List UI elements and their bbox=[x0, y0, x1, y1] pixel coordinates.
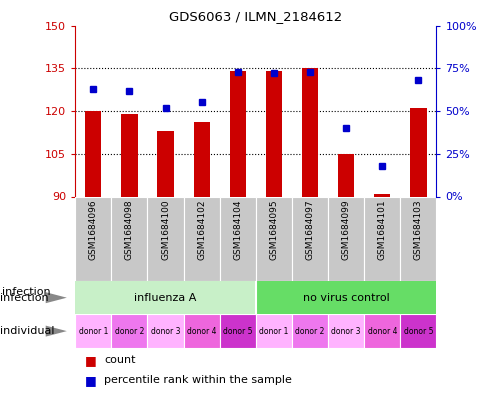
Bar bbox=[121, 114, 137, 196]
Bar bbox=[229, 71, 245, 196]
Bar bbox=[183, 314, 219, 348]
Bar bbox=[85, 111, 101, 196]
Bar bbox=[291, 196, 327, 281]
Bar bbox=[219, 314, 256, 348]
Polygon shape bbox=[45, 292, 67, 303]
Bar bbox=[75, 281, 256, 314]
Bar bbox=[399, 196, 436, 281]
Text: GSM1684097: GSM1684097 bbox=[305, 199, 314, 260]
Bar bbox=[265, 71, 282, 196]
Bar bbox=[147, 196, 183, 281]
Bar bbox=[111, 314, 147, 348]
Bar bbox=[256, 196, 291, 281]
Text: GSM1684098: GSM1684098 bbox=[124, 199, 134, 260]
Text: GSM1684102: GSM1684102 bbox=[197, 199, 206, 259]
Text: GSM1684100: GSM1684100 bbox=[161, 199, 170, 260]
Text: infection: infection bbox=[0, 293, 48, 303]
Text: donor 1: donor 1 bbox=[78, 327, 108, 336]
Bar bbox=[301, 68, 318, 196]
Text: donor 3: donor 3 bbox=[331, 327, 360, 336]
Bar bbox=[327, 196, 363, 281]
Bar bbox=[256, 314, 291, 348]
Bar bbox=[219, 196, 256, 281]
Text: ■: ■ bbox=[85, 374, 96, 387]
Bar bbox=[111, 196, 147, 281]
Text: donor 4: donor 4 bbox=[186, 327, 216, 336]
Bar bbox=[75, 314, 111, 348]
Bar bbox=[291, 314, 327, 348]
Bar bbox=[183, 196, 219, 281]
Text: GSM1684096: GSM1684096 bbox=[89, 199, 98, 260]
Bar bbox=[75, 196, 111, 281]
Text: influenza A: influenza A bbox=[134, 293, 197, 303]
Bar bbox=[399, 314, 436, 348]
Text: donor 5: donor 5 bbox=[223, 327, 252, 336]
Bar bbox=[337, 154, 354, 196]
Text: donor 1: donor 1 bbox=[258, 327, 288, 336]
Bar bbox=[363, 196, 399, 281]
Bar bbox=[409, 108, 426, 196]
Text: percentile rank within the sample: percentile rank within the sample bbox=[104, 375, 291, 386]
Bar bbox=[373, 194, 390, 196]
Text: GSM1684103: GSM1684103 bbox=[413, 199, 422, 260]
Text: donor 2: donor 2 bbox=[114, 327, 144, 336]
Bar bbox=[363, 314, 399, 348]
Text: donor 5: donor 5 bbox=[403, 327, 432, 336]
Text: no virus control: no virus control bbox=[302, 293, 389, 303]
Polygon shape bbox=[45, 325, 67, 336]
Bar bbox=[256, 281, 436, 314]
Bar bbox=[193, 122, 210, 196]
Title: GDS6063 / ILMN_2184612: GDS6063 / ILMN_2184612 bbox=[169, 10, 342, 23]
Text: donor 4: donor 4 bbox=[367, 327, 396, 336]
Text: GSM1684101: GSM1684101 bbox=[377, 199, 386, 260]
Bar bbox=[327, 314, 363, 348]
Text: infection: infection bbox=[2, 287, 51, 297]
Bar bbox=[157, 131, 173, 196]
Text: GSM1684095: GSM1684095 bbox=[269, 199, 278, 260]
Text: donor 3: donor 3 bbox=[151, 327, 180, 336]
Bar bbox=[147, 314, 183, 348]
Text: ■: ■ bbox=[85, 354, 96, 367]
Text: GSM1684099: GSM1684099 bbox=[341, 199, 350, 260]
Text: count: count bbox=[104, 355, 136, 365]
Text: GSM1684104: GSM1684104 bbox=[233, 199, 242, 259]
Text: individual: individual bbox=[0, 326, 54, 336]
Text: donor 2: donor 2 bbox=[295, 327, 324, 336]
